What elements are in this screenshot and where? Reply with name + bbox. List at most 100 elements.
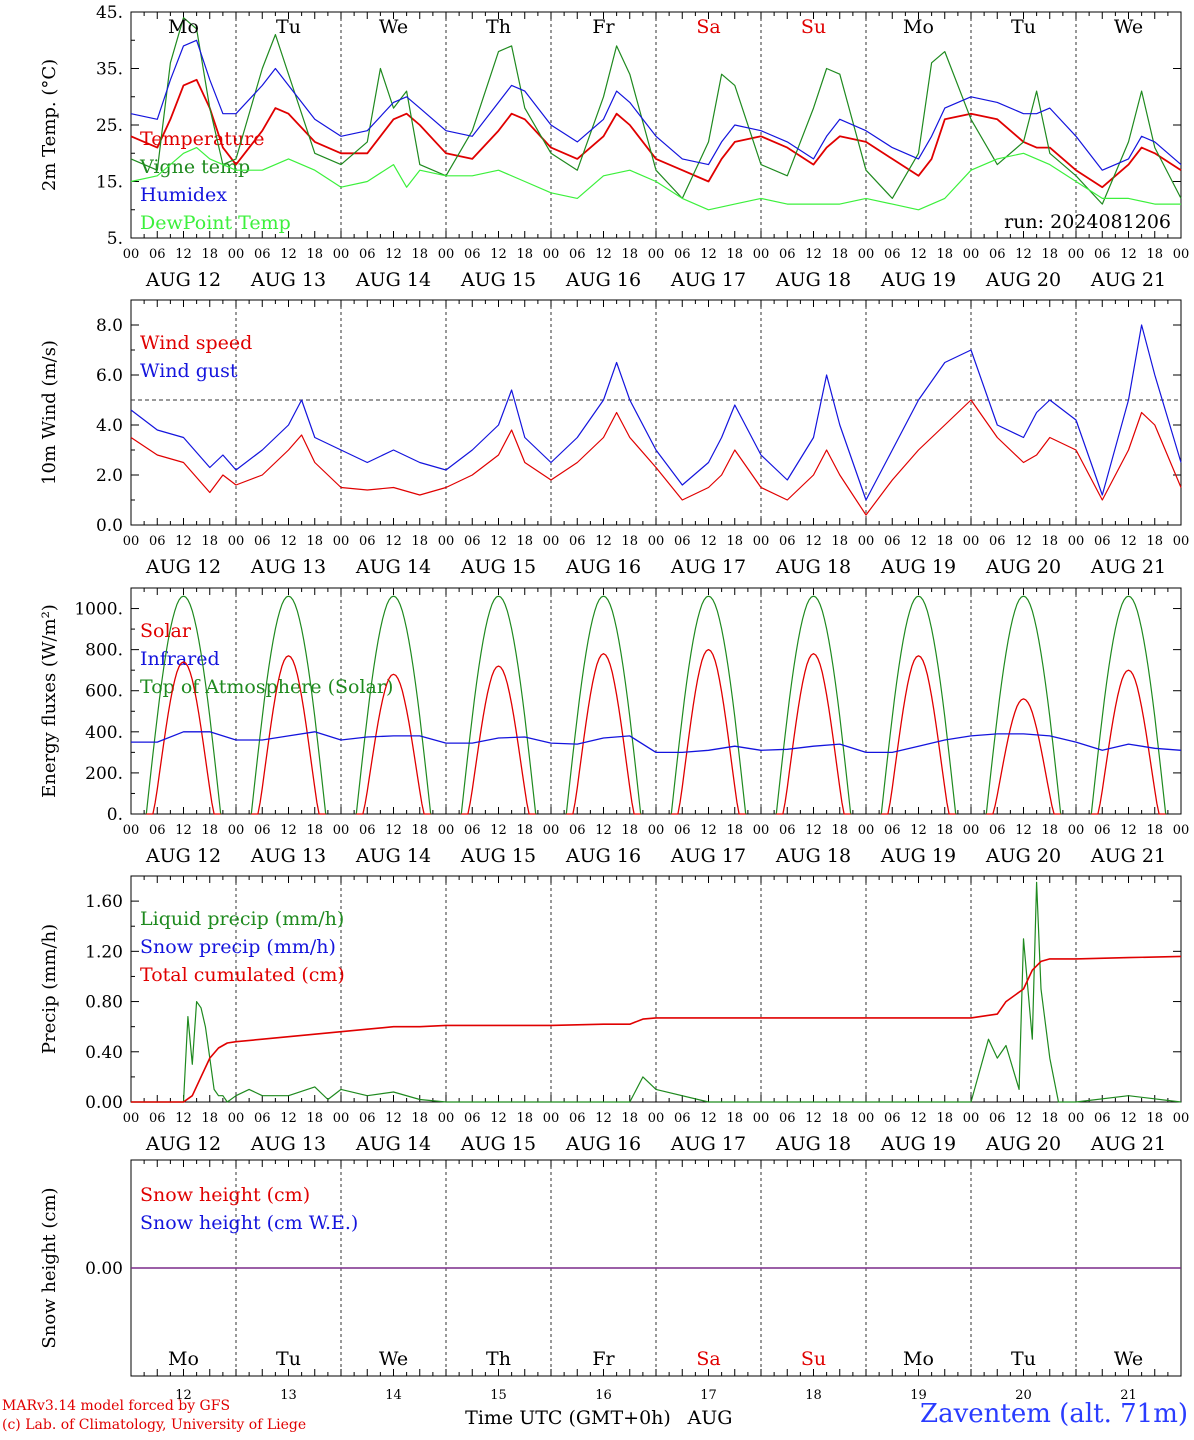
series-top-of-atmosphere-solar [880, 595, 957, 815]
hour-tick-label: 18 [726, 823, 743, 838]
hour-tick-label: 12 [1120, 534, 1137, 549]
y-tick-label: 600. [85, 682, 123, 702]
panel-1: 45. 35. 25. 15. 5. 2m Temp. (°C) Temperature Vi… [39, 3, 1189, 291]
hour-tick-label: 12 [700, 247, 717, 262]
day-number-label: 21 [1120, 1388, 1137, 1403]
hour-tick-label: 00 [438, 1111, 455, 1126]
legend-liquid-precip-mm-h-: Liquid precip (mm/h) [140, 908, 344, 930]
weekday-label: Tu [276, 1348, 301, 1370]
weekday-label: We [1114, 1348, 1143, 1370]
hour-tick-label: 06 [149, 534, 166, 549]
hour-tick-label: 00 [228, 1111, 245, 1126]
hour-tick-label: 12 [385, 1111, 402, 1126]
hour-tick-label: 12 [1120, 247, 1137, 262]
hour-tick-label: 12 [175, 1111, 192, 1126]
hour-tick-label: 12 [805, 1111, 822, 1126]
y-tick-label: 200. [85, 764, 123, 784]
weekday-label: Su [801, 1348, 826, 1370]
date-label: AUG 13 [250, 1133, 326, 1155]
series-infrared [131, 731, 1182, 754]
hour-tick-label: 00 [543, 1111, 560, 1126]
y-tick-label: 0. [107, 805, 123, 825]
weekday-label: Th [486, 16, 511, 38]
date-label: AUG 17 [670, 556, 746, 578]
hour-tick-label: 12 [490, 1111, 507, 1126]
hour-tick-label: 00 [333, 823, 350, 838]
y-tick-label: 0.0 [96, 516, 123, 536]
hour-tick-label: 18 [936, 1111, 953, 1126]
hour-tick-label: 00 [1173, 823, 1190, 838]
weekday-label: Fr [592, 16, 615, 38]
hour-tick-label: 06 [989, 823, 1006, 838]
hour-tick-label: 18 [1146, 1111, 1163, 1126]
hour-tick-label: 18 [306, 823, 323, 838]
hour-tick-label: 06 [254, 1111, 271, 1126]
y-axis-label: Snow height (cm) [39, 1187, 60, 1348]
hour-tick-label: 06 [569, 1111, 586, 1126]
hour-tick-label: 06 [779, 823, 796, 838]
hour-tick-label: 00 [333, 534, 350, 549]
hour-tick-label: 12 [595, 247, 612, 262]
hour-tick-label: 06 [359, 823, 376, 838]
hour-tick-label: 00 [123, 1111, 140, 1126]
hour-tick-label: 06 [674, 823, 691, 838]
hour-tick-label: 18 [516, 247, 533, 262]
y-tick-label: 35. [96, 60, 123, 80]
date-label: AUG 14 [355, 1133, 431, 1155]
hour-tick-label: 00 [228, 823, 245, 838]
hour-tick-label: 06 [779, 247, 796, 262]
hour-tick-label: 12 [1015, 247, 1032, 262]
series-solar [881, 655, 956, 815]
series-solar [146, 661, 221, 815]
series-dewpoint-temp [130, 147, 1181, 211]
model-credit: MARv3.14 model forced by GFS (c) Lab. of… [2, 1397, 306, 1435]
series-solar [566, 653, 641, 815]
hour-tick-label: 12 [700, 823, 717, 838]
hour-tick-label: 00 [123, 823, 140, 838]
hour-tick-label: 18 [621, 534, 638, 549]
date-label: AUG 16 [565, 845, 641, 867]
hour-tick-label: 12 [490, 823, 507, 838]
y-tick-label: 5. [107, 229, 123, 249]
hour-tick-label: 18 [516, 823, 533, 838]
date-label: AUG 12 [145, 1133, 221, 1155]
hour-tick-label: 12 [1120, 823, 1137, 838]
hour-tick-label: 18 [831, 1111, 848, 1126]
weekday-label: We [1114, 16, 1143, 38]
y-tick-label: 6.0 [96, 366, 123, 386]
hour-tick-label: 12 [1015, 1111, 1032, 1126]
hour-tick-label: 00 [753, 1111, 770, 1126]
legend-snow-height-cm-w-e-: Snow height (cm W.E.) [140, 1212, 358, 1234]
hour-tick-label: 00 [438, 823, 455, 838]
hour-tick-label: 00 [648, 247, 665, 262]
series-temperature [130, 78, 1182, 189]
weekday-label: Fr [592, 1348, 615, 1370]
hour-tick-label: 18 [831, 247, 848, 262]
hour-tick-label: 18 [1146, 247, 1163, 262]
legend-humidex: Humidex [140, 184, 227, 206]
hour-tick-label: 18 [1041, 1111, 1058, 1126]
date-label: AUG 19 [880, 845, 956, 867]
hour-tick-label: 18 [621, 1111, 638, 1126]
hour-tick-label: 00 [543, 247, 560, 262]
hour-tick-label: 18 [1146, 823, 1163, 838]
legend-infrared: Infrared [140, 648, 220, 670]
hour-tick-label: 06 [569, 534, 586, 549]
hour-tick-label: 12 [175, 534, 192, 549]
model-credit-line1: MARv3.14 model forced by GFS [2, 1398, 231, 1414]
hour-tick-label: 06 [359, 534, 376, 549]
hour-tick-label: 12 [805, 247, 822, 262]
hour-tick-label: 06 [989, 247, 1006, 262]
date-label: AUG 17 [670, 269, 746, 291]
hour-tick-label: 06 [674, 247, 691, 262]
y-tick-label: 0.40 [85, 1043, 123, 1063]
series-solar [251, 655, 326, 815]
date-label: AUG 20 [985, 845, 1061, 867]
hour-tick-label: 18 [831, 823, 848, 838]
series-liquid-precip-mm-h- [131, 881, 1182, 1103]
hour-tick-label: 00 [858, 534, 875, 549]
hour-tick-label: 00 [543, 823, 560, 838]
hour-tick-label: 18 [516, 534, 533, 549]
hour-tick-label: 18 [201, 247, 218, 262]
